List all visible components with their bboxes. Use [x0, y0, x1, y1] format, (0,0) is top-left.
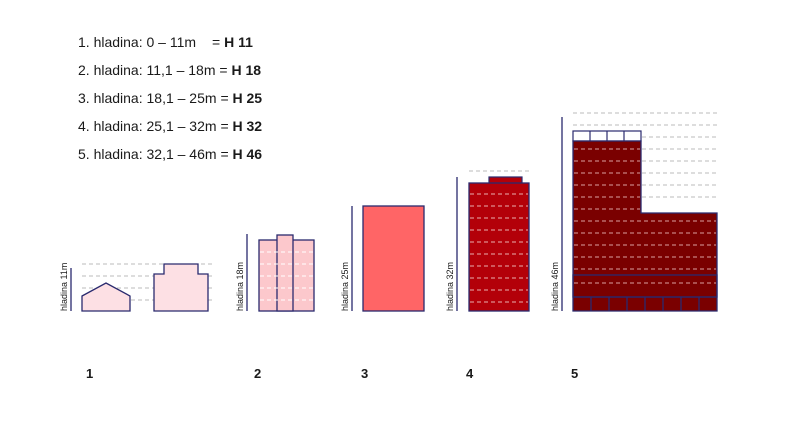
- level-1-gable-house: [81, 282, 131, 312]
- level-4-group: hladina 32m: [445, 170, 530, 312]
- level-5-axis-label: hladina 46m: [550, 262, 560, 311]
- level-3-axis-label: hladina 25m: [340, 262, 350, 311]
- legend-line-3: 3. hladina: 18,1 – 25m = H 25: [78, 90, 262, 106]
- level-4-building: [468, 182, 530, 312]
- level-5-group: hladina 46m: [550, 112, 718, 312]
- level-5-outer-guides: [573, 112, 717, 198]
- level-number-3: 3: [361, 366, 368, 381]
- level-number-4: 4: [466, 366, 474, 381]
- legend-line-4: 4. hladina: 25,1 – 32m = H 32: [78, 118, 262, 134]
- level-2-tower: [276, 234, 294, 312]
- level-3-group: hladina 25m: [340, 205, 425, 312]
- level-1-group: hladina 11m: [59, 263, 212, 312]
- level-2-group: hladina 18m: [235, 234, 315, 312]
- level-5-building: [572, 140, 718, 312]
- level-2-axis-label: hladina 18m: [235, 262, 245, 311]
- level-number-1: 1: [86, 366, 93, 381]
- level-2-guides: [260, 251, 313, 301]
- level-5-rooftop: [572, 130, 642, 142]
- level-number-5: 5: [571, 366, 578, 381]
- level-numbers: 1 2 3 4 5: [86, 366, 578, 381]
- level-5-podium: [572, 274, 718, 311]
- legend-line-2: 2. hladina: 11,1 – 18m = H 18: [78, 62, 261, 78]
- level-5-floor-guides: [574, 148, 716, 284]
- level-3-building: [362, 205, 425, 312]
- level-4-guides: [470, 193, 528, 303]
- level-1-stepped-house: [153, 263, 209, 312]
- legend-line-1: 1. hladina: 0 – 11m = H 11: [78, 34, 253, 50]
- legend: 1. hladina: 0 – 11m = H 11 2. hladina: 1…: [78, 34, 262, 162]
- legend-line-5: 5. hladina: 32,1 – 46m = H 46: [78, 146, 262, 162]
- level-number-2: 2: [254, 366, 261, 381]
- level-4-axis-label: hladina 32m: [445, 262, 455, 311]
- level-1-axis-label: hladina 11m: [59, 263, 69, 311]
